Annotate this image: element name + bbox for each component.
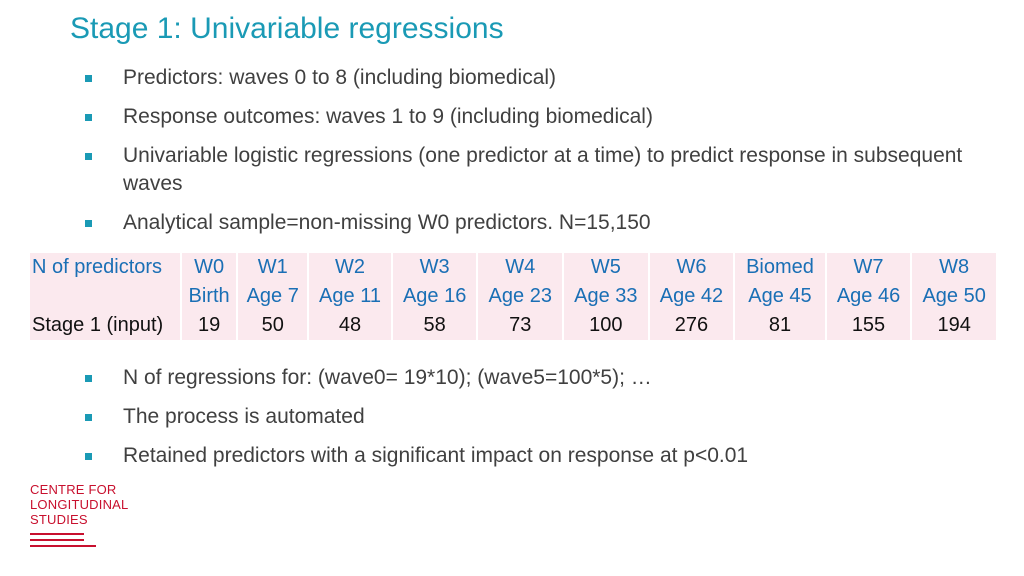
bullet-text: Retained predictors with a significant i… <box>123 444 749 467</box>
age-cell: Age 42 <box>649 282 734 311</box>
age-cell: Age 45 <box>735 282 825 311</box>
age-cell: Age 23 <box>478 282 563 311</box>
bullet-marker-icon <box>85 414 92 421</box>
age-cell: Age 16 <box>392 282 477 311</box>
wave-header: W4 <box>478 253 563 282</box>
bullet-marker-icon <box>85 220 92 227</box>
row-label <box>30 282 180 311</box>
count-cell: 81 <box>735 311 825 340</box>
logo-line: STUDIES <box>30 512 88 527</box>
bullet-marker-icon <box>85 75 92 82</box>
age-cell: Birth <box>182 282 237 311</box>
bullet-item: Univariable logistic regressions (one pr… <box>84 142 984 198</box>
bullet-text: Predictors: waves 0 to 8 (including biom… <box>123 66 557 89</box>
wave-header: W7 <box>826 253 911 282</box>
bullet-item: Response outcomes: waves 1 to 9 (includi… <box>84 103 984 131</box>
count-cell: 48 <box>309 311 391 340</box>
count-cell: 19 <box>182 311 237 340</box>
bullet-item: Retained predictors with a significant i… <box>84 442 984 470</box>
count-cell: 194 <box>912 311 996 340</box>
bullet-text: Univariable logistic regressions (one pr… <box>123 144 963 195</box>
slide-title: Stage 1: Univariable regressions <box>70 12 504 45</box>
bullet-item: Analytical sample=non-missing W0 predict… <box>84 209 984 237</box>
wave-header: W6 <box>649 253 734 282</box>
bullet-text: Analytical sample=non-missing W0 predict… <box>123 211 651 234</box>
count-cell: 276 <box>649 311 734 340</box>
wave-header: W0 <box>182 253 237 282</box>
bullet-text: The process is automated <box>123 405 365 428</box>
wave-header: W8 <box>912 253 996 282</box>
wave-header: W3 <box>392 253 477 282</box>
count-cell: 100 <box>564 311 648 340</box>
table-row-ages: Birth Age 7 Age 11 Age 16 Age 23 Age 33 … <box>30 282 996 311</box>
age-cell: Age 11 <box>309 282 391 311</box>
count-cell: 50 <box>238 311 308 340</box>
bullet-list-bottom: N of regressions for: (wave0= 19*10); (w… <box>84 364 984 481</box>
count-cell: 58 <box>392 311 477 340</box>
wave-header: W1 <box>238 253 308 282</box>
bullet-marker-icon <box>85 114 92 121</box>
logo-line: LONGITUDINAL <box>30 497 129 512</box>
predictors-table: N of predictors W0 W1 W2 W3 W4 W5 W6 Bio… <box>28 253 998 340</box>
bullet-list-top: Predictors: waves 0 to 8 (including biom… <box>84 64 984 237</box>
table-row-waves: N of predictors W0 W1 W2 W3 W4 W5 W6 Bio… <box>30 253 996 282</box>
row-label: N of predictors <box>30 253 180 282</box>
age-cell: Age 46 <box>826 282 911 311</box>
cls-logo: CENTRE FOR LONGITUDINAL STUDIES <box>30 482 128 551</box>
bullet-marker-icon <box>85 153 92 160</box>
count-cell: 73 <box>478 311 563 340</box>
logo-underline-icon <box>30 533 128 547</box>
bullet-marker-icon <box>85 375 92 382</box>
table-row-counts: Stage 1 (input) 19 50 48 58 73 100 276 8… <box>30 311 996 340</box>
wave-header: Biomed <box>735 253 825 282</box>
bullet-item: N of regressions for: (wave0= 19*10); (w… <box>84 364 984 392</box>
bullet-marker-icon <box>85 453 92 460</box>
age-cell: Age 33 <box>564 282 648 311</box>
logo-line: CENTRE FOR <box>30 482 117 497</box>
row-label: Stage 1 (input) <box>30 311 180 340</box>
age-cell: Age 7 <box>238 282 308 311</box>
wave-header: W5 <box>564 253 648 282</box>
bullet-item: The process is automated <box>84 403 984 431</box>
count-cell: 155 <box>826 311 911 340</box>
age-cell: Age 50 <box>912 282 996 311</box>
bullet-text: Response outcomes: waves 1 to 9 (includi… <box>123 105 653 128</box>
wave-header: W2 <box>309 253 391 282</box>
bullet-text: N of regressions for: (wave0= 19*10); (w… <box>123 366 652 389</box>
bullet-item: Predictors: waves 0 to 8 (including biom… <box>84 64 984 92</box>
